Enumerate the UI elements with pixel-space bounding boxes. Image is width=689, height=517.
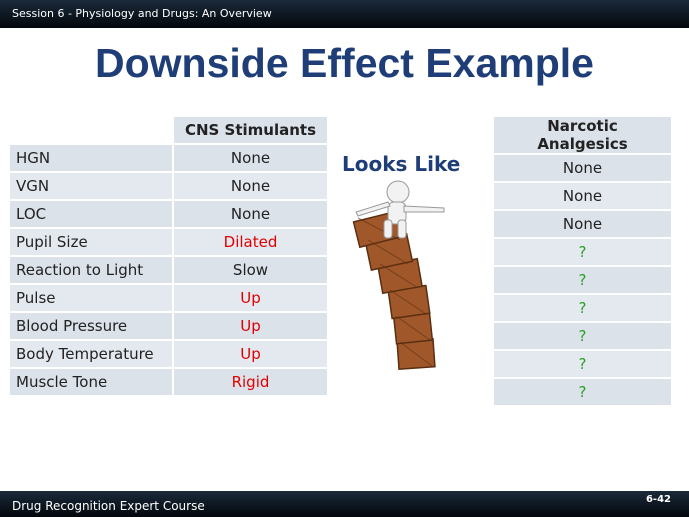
cell: None xyxy=(494,211,671,237)
cell: None xyxy=(174,201,327,227)
row-label: Pupil Size xyxy=(10,229,172,255)
row-label: LOC xyxy=(10,201,172,227)
session-label: Session 6 - Physiology and Drugs: An Ove… xyxy=(12,7,272,20)
cell: None xyxy=(494,155,671,181)
cell: ? xyxy=(494,351,671,377)
row-label: VGN xyxy=(10,173,172,199)
cell: Up xyxy=(174,285,327,311)
row-label: Muscle Tone xyxy=(10,369,172,395)
cell: ? xyxy=(494,239,671,265)
column-header: Narcotic Analgesics xyxy=(494,117,671,153)
footer-bar: Drug Recognition Expert Course xyxy=(0,491,689,517)
header-bar: Session 6 - Physiology and Drugs: An Ove… xyxy=(0,0,689,28)
row-label: Pulse xyxy=(10,285,172,311)
row-label: Reaction to Light xyxy=(10,257,172,283)
cell: ? xyxy=(494,323,671,349)
slide-title: Downside Effect Example xyxy=(95,40,594,86)
empty-header xyxy=(10,117,172,143)
course-label: Drug Recognition Expert Course xyxy=(12,499,205,513)
cell: None xyxy=(174,145,327,171)
cell: None xyxy=(174,173,327,199)
narcotic-table: Narcotic Analgesics None None None ? ? ?… xyxy=(492,115,673,407)
cell: ? xyxy=(494,379,671,405)
cell: Up xyxy=(174,341,327,367)
cell: Rigid xyxy=(174,369,327,395)
cns-table: CNS Stimulants HGN None VGN None LOC None P… xyxy=(8,115,329,397)
cell: Slow xyxy=(174,257,327,283)
row-label: Body Temperature xyxy=(10,341,172,367)
crate-figure-illustration xyxy=(352,180,445,371)
column-header: CNS Stimulants xyxy=(174,117,327,143)
cell: Dilated xyxy=(174,229,327,255)
row-label: Blood Pressure xyxy=(10,313,172,339)
cell: None xyxy=(494,183,671,209)
cell: ? xyxy=(494,295,671,321)
looks-like-label: Looks Like xyxy=(342,152,461,176)
row-label: HGN xyxy=(10,145,172,171)
cell: ? xyxy=(494,267,671,293)
page-number: 6-42 xyxy=(645,494,671,505)
cell: Up xyxy=(174,313,327,339)
